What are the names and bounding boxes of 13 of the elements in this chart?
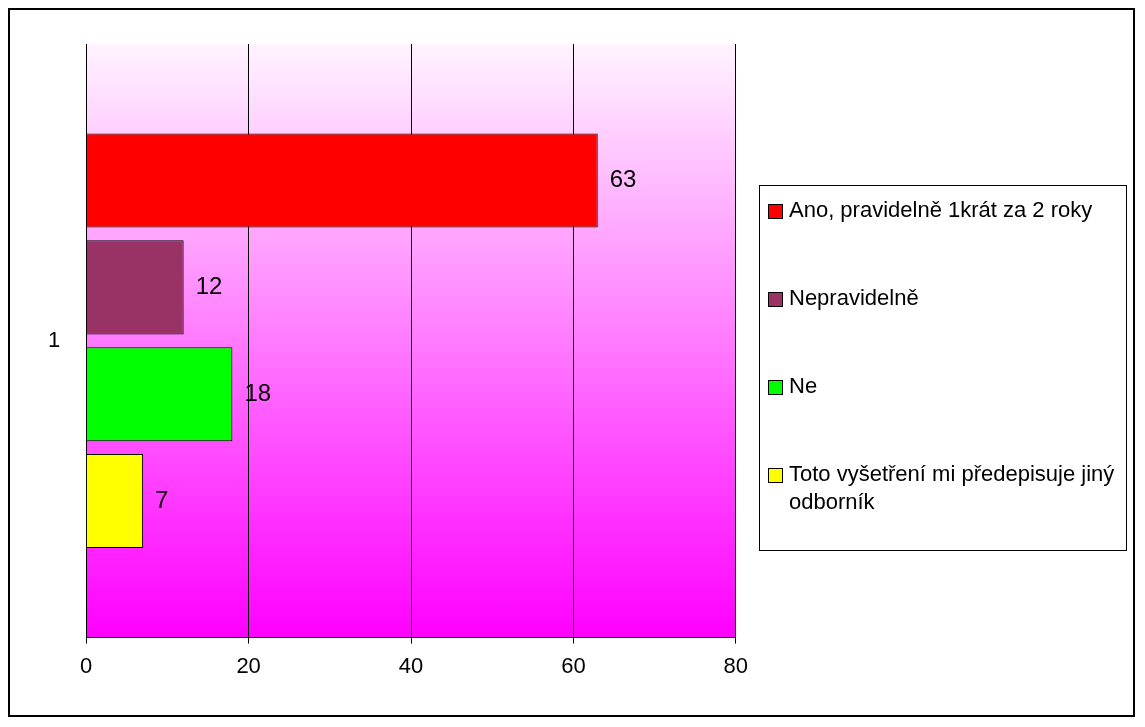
- x-tick-label: 40: [398, 652, 424, 678]
- y-tick-label: 1: [47, 326, 61, 352]
- data-label: 12: [195, 272, 223, 299]
- x-tick-label: 0: [80, 652, 93, 678]
- legend-label: Ne: [789, 372, 818, 400]
- legend-label: Nepravidelně: [789, 284, 919, 312]
- text: Ano, pravidelně 1krát za 2 roky: [789, 196, 1093, 224]
- data-label: 7: [155, 485, 169, 513]
- x-tick-label: 60: [561, 652, 586, 678]
- x-tick-label: 20: [236, 652, 261, 678]
- legend-label: Toto vyšetření mi předepisuje jiný odborník: [789, 460, 1116, 516]
- data-label: 63: [609, 165, 637, 193]
- x-tick-label: 80: [723, 652, 749, 678]
